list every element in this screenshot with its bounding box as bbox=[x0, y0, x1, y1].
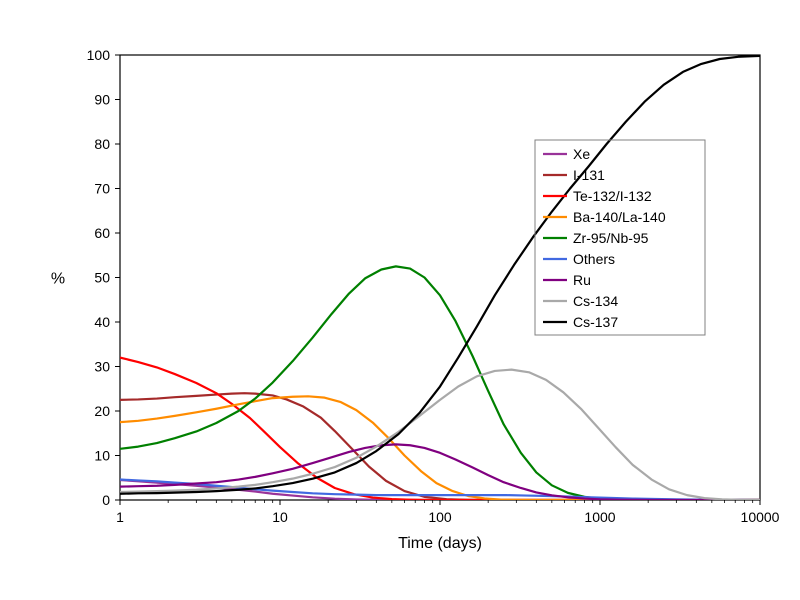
y-tick-label: 60 bbox=[94, 225, 110, 241]
y-tick-label: 0 bbox=[102, 492, 110, 508]
x-tick-label: 10000 bbox=[741, 509, 780, 525]
series-group bbox=[120, 56, 760, 500]
legend-label: Zr-95/Nb-95 bbox=[573, 230, 649, 246]
x-tick-label: 100 bbox=[428, 509, 452, 525]
series-line bbox=[120, 266, 760, 500]
y-tick-label: 70 bbox=[94, 181, 110, 197]
plot-border bbox=[120, 55, 760, 500]
series-line bbox=[120, 396, 760, 500]
y-axis-label: % bbox=[51, 271, 65, 288]
x-tick-label: 10 bbox=[272, 509, 288, 525]
legend-label: Te-132/I-132 bbox=[573, 188, 652, 204]
series-line bbox=[120, 370, 760, 500]
series-line bbox=[120, 56, 760, 494]
x-tick-label: 1 bbox=[116, 509, 124, 525]
y-tick-label: 50 bbox=[94, 270, 110, 286]
y-tick-label: 100 bbox=[87, 47, 111, 63]
chart-container: { "chart": { "type": "line", "width": 80… bbox=[0, 0, 800, 600]
legend-label: Ru bbox=[573, 272, 591, 288]
legend-label: Cs-137 bbox=[573, 314, 618, 330]
y-tick-label: 30 bbox=[94, 359, 110, 375]
y-tick-label: 40 bbox=[94, 314, 110, 330]
legend-label: Others bbox=[573, 251, 615, 267]
x-tick-label: 1000 bbox=[584, 509, 615, 525]
y-tick-label: 90 bbox=[94, 92, 110, 108]
legend-label: Xe bbox=[573, 146, 590, 162]
x-axis-label: Time (days) bbox=[398, 535, 482, 552]
y-tick-label: 10 bbox=[94, 448, 110, 464]
series-line bbox=[120, 358, 760, 500]
y-tick-label: 20 bbox=[94, 403, 110, 419]
y-tick-label: 80 bbox=[94, 136, 110, 152]
legend-label: Ba-140/La-140 bbox=[573, 209, 666, 225]
legend-label: Cs-134 bbox=[573, 293, 618, 309]
chart-svg: 0102030405060708090100110100100010000Tim… bbox=[0, 0, 800, 600]
legend-label: I-131 bbox=[573, 167, 605, 183]
